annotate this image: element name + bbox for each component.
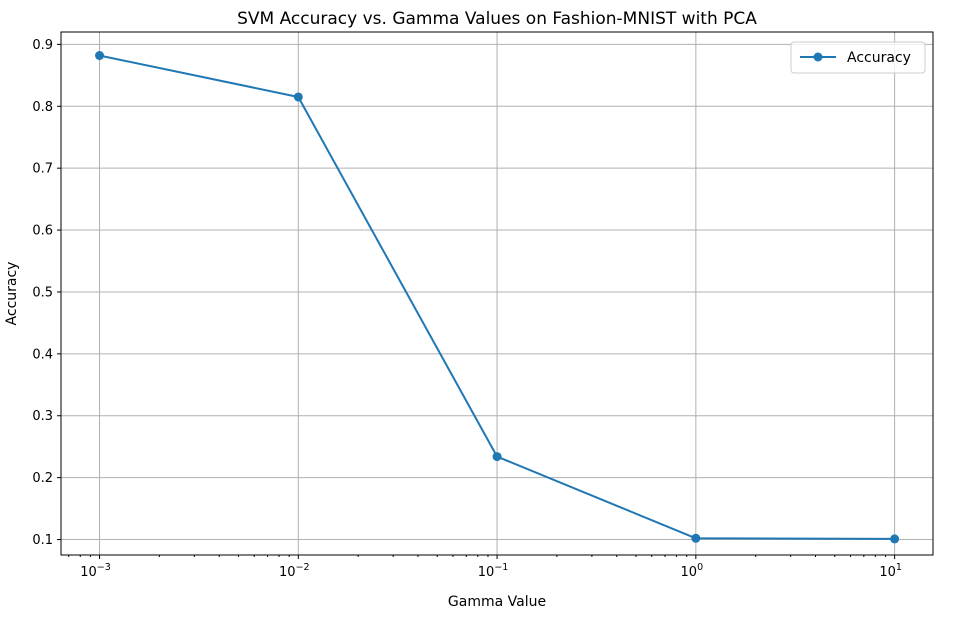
plot-frame — [60, 31, 934, 556]
legend-box — [790, 41, 926, 74]
legend-marker-swatch — [813, 52, 823, 62]
x-tick-label: 101 — [879, 562, 902, 580]
y-tick-label: 0.7 — [32, 162, 53, 177]
y-tick-label: 0.9 — [32, 38, 53, 53]
x-tick-label: 100 — [681, 562, 704, 580]
data-point — [95, 51, 105, 61]
y-tick-label: 0.3 — [32, 409, 53, 424]
x-tick-label: 10−1 — [478, 562, 509, 580]
legend-entry-accuracy: Accuracy — [847, 50, 911, 66]
y-axis-label: Accuracy — [4, 262, 20, 326]
x-tick-label: 10−3 — [80, 562, 111, 580]
grid — [61, 32, 933, 555]
series-layer — [95, 51, 900, 544]
y-tick-label: 0.6 — [32, 224, 53, 239]
data-point — [492, 452, 502, 462]
chart-title: SVM Accuracy vs. Gamma Values on Fashion… — [237, 9, 757, 29]
y-tick-label: 0.5 — [32, 285, 53, 300]
legend: Accuracy — [790, 41, 926, 74]
x-axis-label: Gamma Value — [448, 594, 546, 610]
y-tick-label: 0.2 — [32, 471, 53, 486]
y-tick-label: 0.1 — [32, 533, 53, 548]
y-tick-label: 0.4 — [32, 347, 53, 362]
axis-ticks: 10−3 10−2 10−1 100 101 0.1 0.2 0.3 0.4 0.5 0.6 0.7 0… — [32, 38, 902, 580]
data-point — [691, 533, 701, 543]
data-point — [293, 92, 303, 102]
data-point — [890, 534, 900, 544]
y-tick-label: 0.8 — [32, 100, 53, 115]
x-tick-label: 10−2 — [279, 562, 310, 580]
